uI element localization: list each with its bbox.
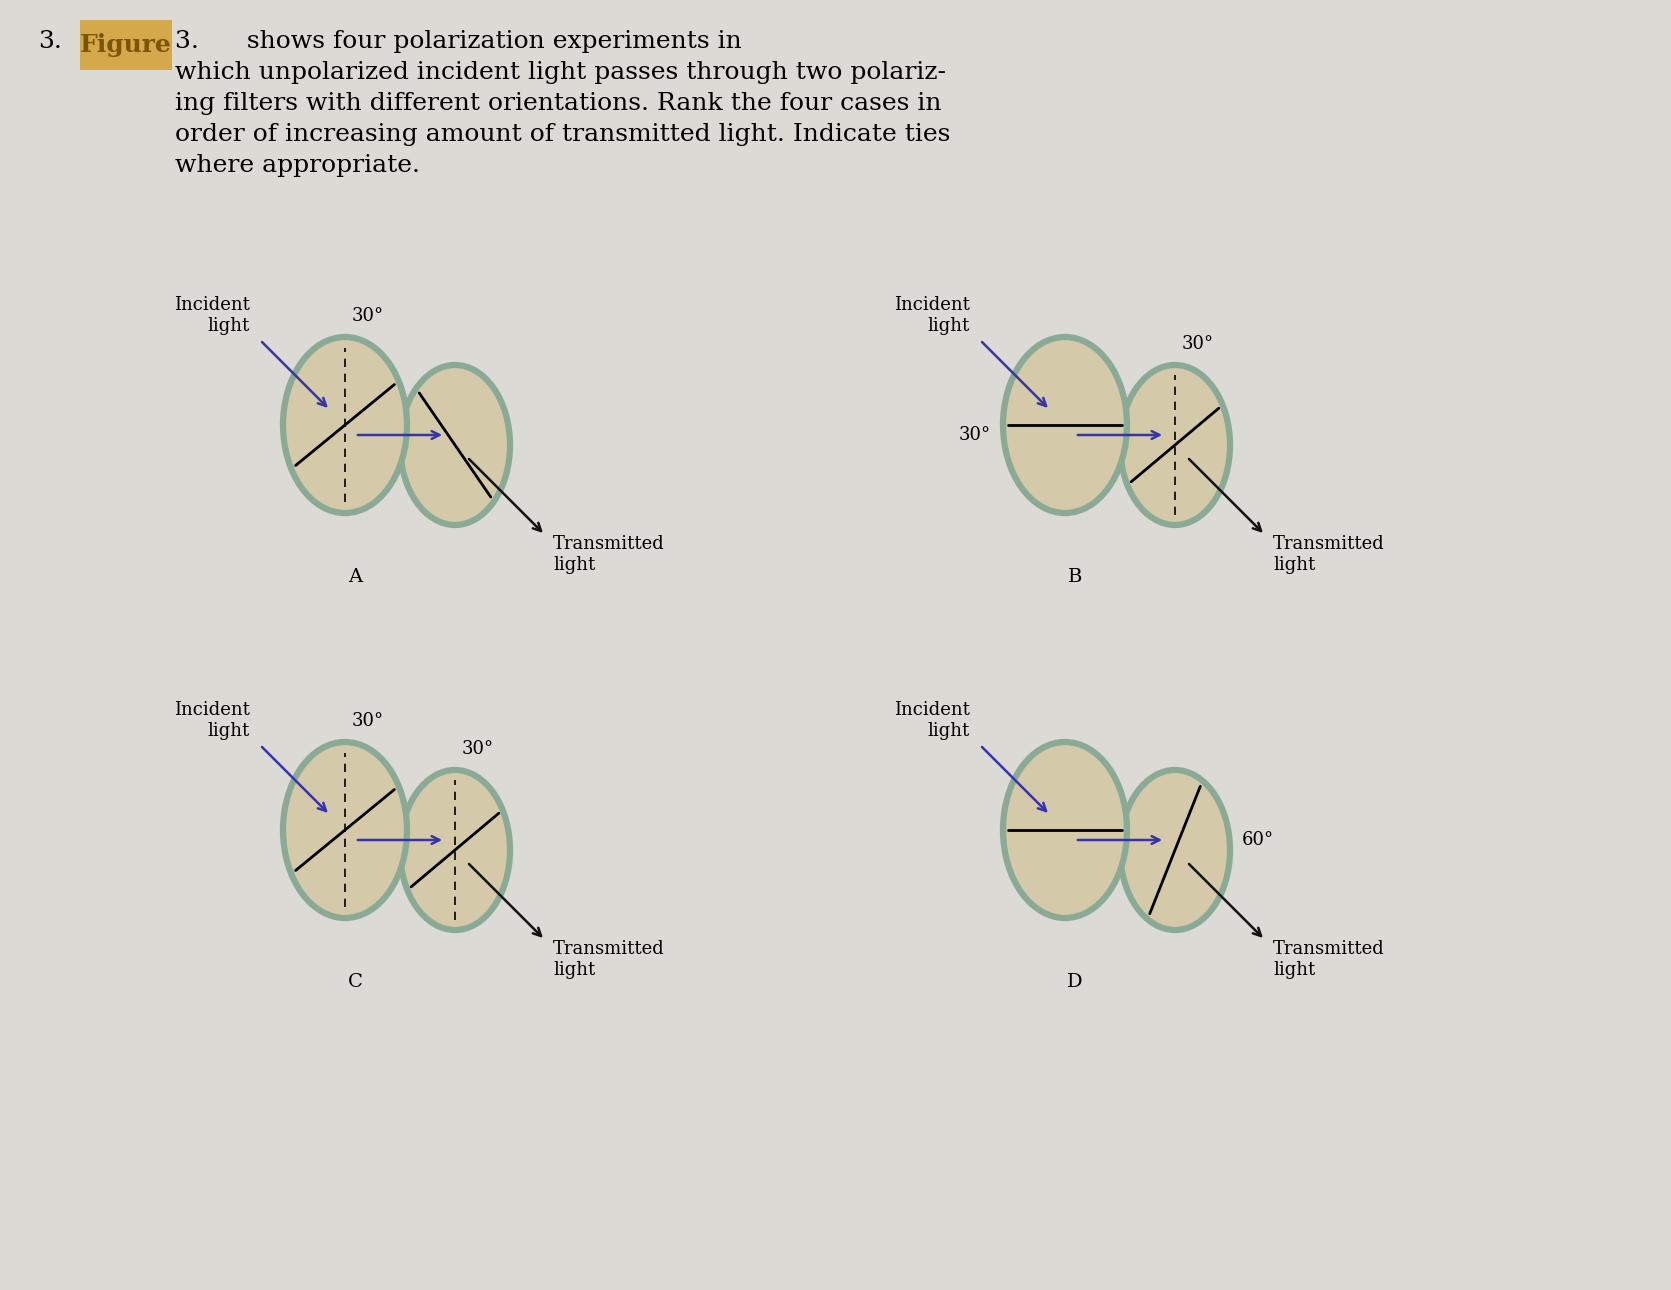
Text: 30°: 30° — [461, 740, 495, 759]
Text: 60°: 60° — [1242, 831, 1273, 849]
Text: 3.: 3. — [38, 30, 62, 53]
Text: D: D — [1068, 973, 1083, 991]
Ellipse shape — [399, 770, 510, 930]
Text: 30°: 30° — [353, 307, 384, 325]
Text: 30°: 30° — [1181, 335, 1215, 353]
Ellipse shape — [1120, 365, 1230, 525]
Text: C: C — [348, 973, 363, 991]
Text: Incident
light: Incident light — [174, 702, 251, 740]
Ellipse shape — [1003, 742, 1126, 918]
FancyBboxPatch shape — [80, 21, 172, 70]
Text: 30°: 30° — [959, 426, 991, 444]
Text: A: A — [348, 568, 363, 586]
Ellipse shape — [1003, 337, 1126, 513]
Text: Transmitted
light: Transmitted light — [1273, 535, 1385, 574]
Text: 30°: 30° — [353, 712, 384, 730]
Text: Incident
light: Incident light — [894, 297, 969, 335]
Text: Incident
light: Incident light — [174, 297, 251, 335]
Text: Transmitted
light: Transmitted light — [553, 940, 665, 979]
Ellipse shape — [282, 337, 408, 513]
Text: Incident
light: Incident light — [894, 702, 969, 740]
Text: 3.      shows four polarization experiments in
which unpolarized incident light : 3. shows four polarization experiments i… — [175, 30, 951, 178]
Ellipse shape — [282, 742, 408, 918]
Text: Figure: Figure — [80, 34, 172, 57]
Ellipse shape — [399, 365, 510, 525]
Ellipse shape — [1120, 770, 1230, 930]
Text: Transmitted
light: Transmitted light — [553, 535, 665, 574]
Text: Transmitted
light: Transmitted light — [1273, 940, 1385, 979]
Text: B: B — [1068, 568, 1083, 586]
